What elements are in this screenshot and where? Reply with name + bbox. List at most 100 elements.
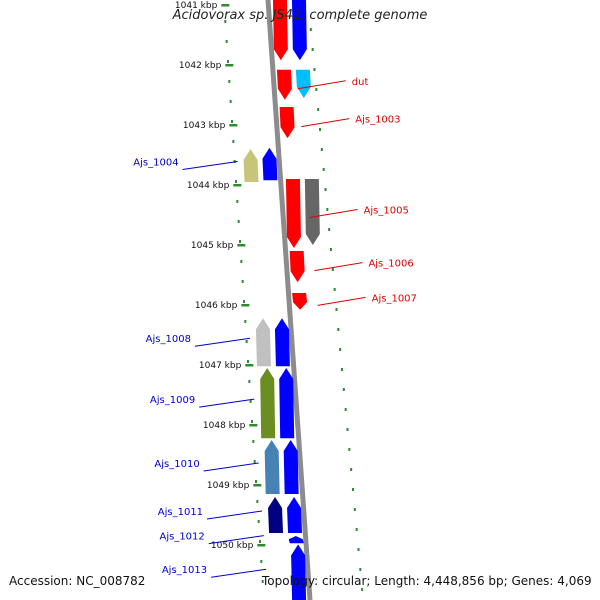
gene-arrow[interactable]: [279, 368, 295, 439]
kbp-tick-mark: [221, 4, 230, 7]
guide-dot-left: [239, 240, 241, 243]
guide-dot-left: [259, 540, 261, 543]
genome-title: Acidovorax sp. JS42, complete genome: [172, 8, 428, 23]
guide-dot-right: [339, 348, 342, 351]
guide-dot-right: [344, 408, 347, 411]
gene-features: [243, 0, 320, 600]
gene-label-leader: [314, 262, 363, 272]
gene-arrow[interactable]: [288, 536, 304, 544]
guide-dot-right: [320, 148, 323, 151]
gene-arrow[interactable]: [283, 440, 299, 494]
gene-arrow[interactable]: [304, 179, 320, 245]
gene-arrow[interactable]: [264, 440, 280, 494]
guide-dot-left: [249, 400, 252, 403]
gene-label-leader: [297, 80, 346, 90]
gene-label-leader: [182, 161, 238, 170]
backbone-line: [265, 0, 313, 600]
gene-arrow[interactable]: [291, 544, 307, 600]
gene-label-leader: [194, 337, 251, 347]
guide-dot-right: [322, 168, 325, 171]
guide-dot-right: [348, 448, 351, 451]
gene-label[interactable]: Ajs_1004: [133, 158, 178, 169]
kbp-tick-label: 1050 kbp: [211, 541, 254, 551]
guide-dot-right: [361, 588, 364, 591]
guide-dot-left: [257, 520, 260, 523]
gene-label-leader: [203, 462, 259, 472]
gene-label[interactable]: Ajs_1005: [364, 206, 409, 217]
guide-dot-left: [227, 60, 229, 63]
guide-dot-left: [235, 180, 237, 183]
guide-dot-left: [247, 360, 249, 363]
gene-arrow[interactable]: [274, 318, 290, 367]
guide-dot-right: [328, 228, 331, 231]
guide-dot-right: [357, 548, 360, 551]
gene-arrow[interactable]: [279, 107, 295, 139]
gene-arrow[interactable]: [295, 69, 311, 98]
gene-label[interactable]: Ajs_1013: [162, 565, 207, 576]
guide-dot-left: [253, 460, 256, 463]
guide-dot-right: [335, 308, 338, 311]
guide-dot-left: [228, 80, 231, 83]
guide-dot-right: [309, 28, 312, 31]
gene-label[interactable]: Ajs_1003: [355, 115, 400, 126]
guide-dot-left: [248, 380, 251, 383]
gene-arrow[interactable]: [260, 368, 276, 439]
kbp-tick-mark: [229, 124, 238, 127]
guide-dot-left: [252, 440, 255, 443]
gene-label-leader: [199, 398, 255, 408]
gene-arrow[interactable]: [272, 0, 288, 61]
gene-arrow[interactable]: [292, 293, 308, 310]
accession-text: Accession: NC_008782: [9, 574, 146, 588]
guide-dot-right: [355, 528, 358, 531]
kbp-tick-mark: [237, 244, 246, 247]
guide-dot-left: [241, 280, 244, 283]
gene-label-leader: [208, 535, 264, 545]
gene-label[interactable]: Ajs_1008: [146, 334, 191, 345]
guide-dot-right: [315, 88, 318, 91]
gene-arrow[interactable]: [287, 497, 303, 533]
kbp-tick-label: 1048 kbp: [203, 421, 246, 431]
guide-dot-left: [243, 300, 245, 303]
gene-label[interactable]: dut: [352, 77, 369, 88]
kbp-ticks: 1041 kbp 1042 kbp 1043 kbp 1044 kbp 1045 kbp…: [175, 1, 266, 551]
guide-dot-left: [245, 340, 248, 343]
guide-dot-right: [330, 248, 332, 251]
guide-dot-right: [333, 288, 336, 291]
guide-dot-right: [346, 428, 349, 431]
gene-labels: dut Ajs_1003 Ajs_1004 Ajs_1005 Ajs_1006 Ajs_1…: [133, 77, 417, 578]
gene-arrow[interactable]: [262, 147, 278, 181]
gene-label[interactable]: Ajs_1012: [159, 532, 204, 543]
gene-label-leader: [309, 209, 358, 218]
gene-arrow[interactable]: [276, 69, 292, 100]
guide-dot-left: [237, 220, 240, 223]
gene-label-leader: [211, 568, 267, 578]
gene-arrow[interactable]: [255, 318, 271, 367]
guide-dot-right: [353, 508, 356, 511]
guide-dot-left: [229, 100, 232, 103]
guide-dot-left: [224, 20, 227, 23]
guide-dot-left: [255, 480, 257, 483]
guide-dot-left: [240, 260, 243, 263]
guide-dot-left: [236, 200, 239, 203]
gene-label[interactable]: Ajs_1009: [150, 395, 195, 406]
dotted-guides: [224, 20, 364, 591]
gene-label[interactable]: Ajs_1007: [372, 293, 417, 304]
gene-label[interactable]: Ajs_1011: [158, 507, 203, 518]
gene-arrow[interactable]: [289, 251, 305, 283]
kbp-tick-mark: [245, 364, 254, 367]
gene-arrow[interactable]: [291, 0, 307, 61]
gene-arrow[interactable]: [268, 497, 284, 533]
guide-dot-right: [313, 68, 316, 71]
kbp-tick-mark: [257, 544, 266, 547]
gene-label[interactable]: Ajs_1006: [368, 259, 413, 270]
kbp-tick-label: 1043 kbp: [183, 121, 226, 131]
gene-label[interactable]: Ajs_1010: [154, 459, 199, 470]
guide-dot-right: [341, 368, 343, 371]
kbp-tick-mark: [225, 64, 234, 67]
kbp-tick-label: 1042 kbp: [179, 61, 222, 71]
guide-dot-right: [319, 128, 321, 131]
guide-dot-left: [256, 500, 259, 503]
gene-arrow[interactable]: [243, 149, 259, 182]
gene-arrow[interactable]: [285, 179, 301, 248]
